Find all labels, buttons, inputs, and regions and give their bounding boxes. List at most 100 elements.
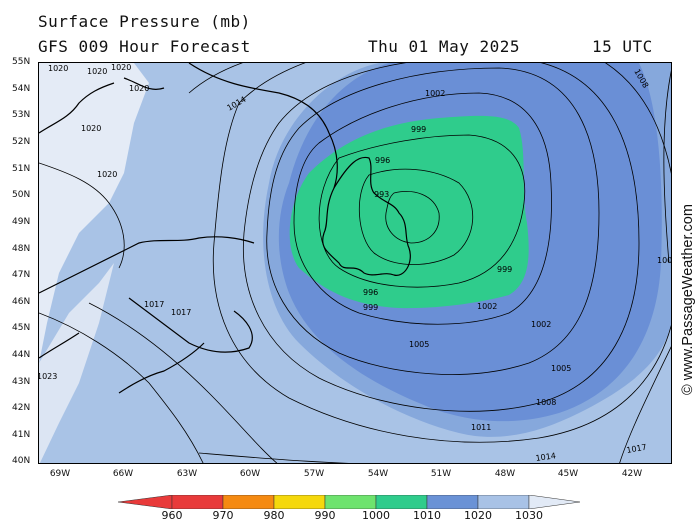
watermark-text: © www.PassageWeather.com bbox=[680, 204, 696, 395]
isobar-label: 1014 bbox=[535, 451, 556, 463]
colorbar-label: 990 bbox=[314, 509, 336, 522]
isobar-label: 1020 bbox=[129, 84, 149, 93]
isobar-label: 1002 bbox=[425, 89, 445, 98]
lat-label: 55N bbox=[12, 57, 31, 67]
pressure-map: 1020 1020 1020 1020 1020 1020 1014 1002 … bbox=[38, 62, 672, 464]
colorbar-swatch bbox=[375, 494, 428, 510]
lat-label: 54N bbox=[12, 84, 31, 94]
isobar-label: 1017 bbox=[626, 443, 648, 455]
hudson-coast bbox=[39, 77, 165, 134]
chart-title: Surface Pressure (mb) bbox=[38, 12, 251, 31]
isobar-1002-east bbox=[619, 70, 671, 463]
isobar-1020 bbox=[39, 162, 125, 269]
lat-label: 46N bbox=[12, 297, 31, 307]
colorbar-swatch bbox=[324, 494, 377, 510]
isobar-label: 1002 bbox=[531, 320, 551, 329]
fill-1020-1030 bbox=[39, 63, 149, 363]
fill-990-1000 bbox=[289, 115, 529, 309]
isobar-label: 1020 bbox=[48, 64, 68, 73]
isobar-label: 1011 bbox=[471, 423, 491, 432]
isobar-label: 1002 bbox=[657, 256, 672, 265]
isobar-label: 1020 bbox=[87, 67, 107, 76]
isobar-label: 1017 bbox=[144, 300, 164, 309]
lon-label: 69W bbox=[49, 469, 71, 479]
lat-label: 48N bbox=[12, 244, 31, 254]
lat-label: 51N bbox=[12, 164, 31, 174]
colorbar-swatch bbox=[171, 494, 224, 510]
lon-label: 60W bbox=[239, 469, 261, 479]
isobar-label: 996 bbox=[363, 288, 378, 297]
newfoundland-coast bbox=[322, 156, 411, 276]
isobar-1008 bbox=[242, 63, 640, 412]
watermark: © www.PassageWeather.com bbox=[676, 204, 700, 405]
lon-label: 48W bbox=[494, 469, 516, 479]
colorbar-svg bbox=[117, 494, 581, 510]
fill-1020-1030-south bbox=[39, 263, 114, 463]
isobar-label: 1005 bbox=[551, 364, 571, 373]
maine-coast bbox=[39, 332, 80, 359]
forecast-date: Thu 01 May 2025 bbox=[368, 37, 520, 56]
lon-label: 54W bbox=[367, 469, 389, 479]
lat-label: 49N bbox=[12, 217, 31, 227]
lat-label: 40N bbox=[12, 456, 31, 466]
lon-label: 63W bbox=[176, 469, 198, 479]
colorbar-label: 980 bbox=[263, 509, 285, 522]
isobar-label: 993 bbox=[374, 190, 389, 199]
lon-label: 51W bbox=[430, 469, 452, 479]
colorbar-label: 1020 bbox=[464, 509, 492, 522]
lon-label: 42W bbox=[621, 469, 643, 479]
forecast-time: 15 UTC bbox=[592, 37, 653, 56]
colorbar bbox=[117, 494, 581, 510]
colorbar-swatch bbox=[222, 494, 275, 510]
colorbar-arrow-low bbox=[117, 494, 173, 510]
isobar-label: 1002 bbox=[477, 302, 497, 311]
lat-label: 47N bbox=[12, 270, 31, 280]
isobar-996 bbox=[358, 168, 474, 265]
colorbar-swatch bbox=[273, 494, 326, 510]
isobars bbox=[39, 63, 671, 463]
isobar-label: 999 bbox=[497, 265, 512, 274]
isobar-label: 1020 bbox=[81, 124, 101, 133]
lat-label: 50N bbox=[12, 190, 31, 200]
lat-label: 52N bbox=[12, 137, 31, 147]
lat-label: 44N bbox=[12, 350, 31, 360]
isobar-993 bbox=[385, 191, 440, 244]
lat-label: 45N bbox=[12, 323, 31, 333]
isobar-1002 bbox=[293, 92, 552, 325]
isobar-label: 1008 bbox=[536, 398, 556, 407]
st-lawrence-coast bbox=[39, 236, 255, 294]
isobar-labels: 1020 1020 1020 1020 1020 1020 1014 1002 … bbox=[39, 63, 672, 463]
nova-scotia-coast bbox=[118, 342, 205, 394]
isobar-label: 1017 bbox=[171, 308, 191, 317]
colorbar-label: 970 bbox=[212, 509, 234, 522]
isobar-label: 1023 bbox=[39, 372, 57, 381]
isobar-999 bbox=[318, 134, 526, 288]
colorbar-arrow-high bbox=[528, 494, 581, 510]
colorbar-label: 1000 bbox=[362, 509, 390, 522]
isobar-label: 999 bbox=[411, 125, 426, 134]
lon-label: 57W bbox=[303, 469, 325, 479]
colorbar-label: 1030 bbox=[515, 509, 543, 522]
lon-label: 66W bbox=[112, 469, 134, 479]
isobar-1017 bbox=[39, 302, 278, 463]
isobar-1014 bbox=[188, 63, 349, 463]
colorbar-swatch bbox=[477, 494, 530, 510]
isobar-label: 1020 bbox=[97, 170, 117, 179]
lon-label: 45W bbox=[557, 469, 579, 479]
map-svg: 1020 1020 1020 1020 1020 1020 1014 1002 … bbox=[39, 63, 672, 463]
lat-label: 42N bbox=[12, 403, 31, 413]
isobar-label: 996 bbox=[375, 156, 390, 165]
isobar-label: 1020 bbox=[111, 63, 131, 72]
isobar-label: 1005 bbox=[409, 340, 429, 349]
maritimes-coast bbox=[128, 297, 253, 353]
isobar-1011 bbox=[212, 63, 671, 443]
lat-label: 41N bbox=[12, 430, 31, 440]
lat-label: 53N bbox=[12, 110, 31, 120]
isobar-1005 bbox=[266, 67, 600, 375]
lat-label: 43N bbox=[12, 377, 31, 387]
colorbar-label: 1010 bbox=[413, 509, 441, 522]
colorbar-swatch bbox=[426, 494, 479, 510]
isobar-label: 999 bbox=[363, 303, 378, 312]
forecast-subtitle: GFS 009 Hour Forecast bbox=[38, 37, 251, 56]
colorbar-label: 960 bbox=[161, 509, 183, 522]
